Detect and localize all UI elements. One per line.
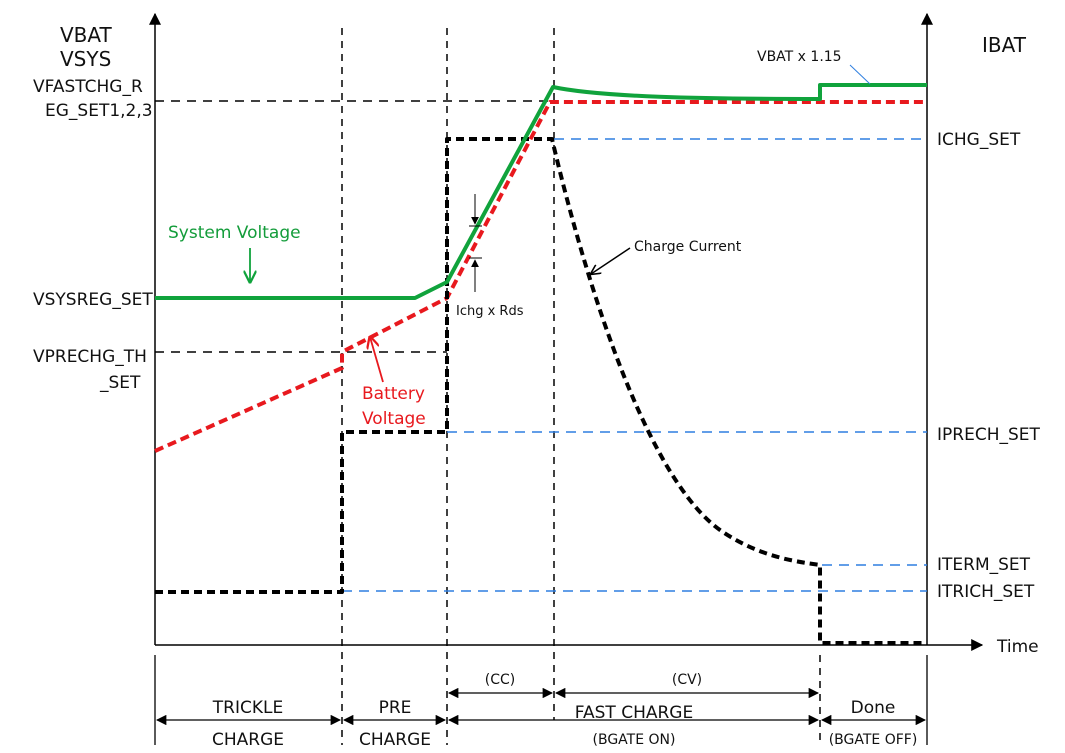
label-iterm-set: ITERM_SET [937,555,1031,575]
annotation-battery-voltage-line1: Battery [362,384,425,404]
label-vsysreg: VSYSREG_SET [33,290,153,310]
right-axis-title-ibat: IBAT [982,33,1027,57]
annotation-ichg-rds: Ichg x Rds [456,304,524,319]
voltage-thresholds [155,100,548,353]
label-vfastchg-line2: EG_SET1,2,3 [45,101,153,121]
phase-cc-label: (CC) [485,672,515,688]
phase-trickle-line1: TRICKLE [212,698,283,718]
label-vprechg-line2: _SET [99,373,141,393]
phase-fast-line1: FAST CHARGE [575,703,693,723]
label-ichg-set: ICHG_SET [937,130,1021,150]
annotation-charge-current: Charge Current [634,239,742,255]
phase-fast-line2: (BGATE ON) [593,732,676,748]
label-vfastchg-line1: VFASTCHG_R [33,77,143,97]
phase-done-line2: (BGATE OFF) [829,732,918,748]
annotation-vbat-x115: VBAT x 1.15 [757,49,842,65]
phase-boundaries [341,28,821,745]
charge-current-arrow [591,247,631,274]
phase-done-line1: Done [851,698,896,718]
annotation-battery-voltage-line2: Voltage [362,409,426,429]
phase-pre-line2: CHARGE [359,730,431,750]
label-vprechg-line1: VPRECHG_TH [33,347,147,367]
label-itrich-set: ITRICH_SET [937,582,1035,602]
battery-voltage-arrow [370,337,384,383]
vbat-x115-leader [849,64,871,85]
phase-pre-line1: PRE [379,698,412,718]
label-iprech-set: IPRECH_SET [937,425,1041,445]
annotation-system-voltage: System Voltage [168,223,301,243]
x-axis-title-time: Time [996,637,1039,657]
left-axis-title-vbat: VBAT [60,23,113,47]
system-voltage-curve [155,83,927,300]
left-axis-title-vsys: VSYS [60,47,111,71]
current-thresholds [342,138,927,592]
battery-voltage-curve [154,100,927,453]
phase-trickle-line2: CHARGE [212,730,284,750]
charge-current-curve [155,137,927,645]
phase-cv-label: (CV) [672,672,702,688]
